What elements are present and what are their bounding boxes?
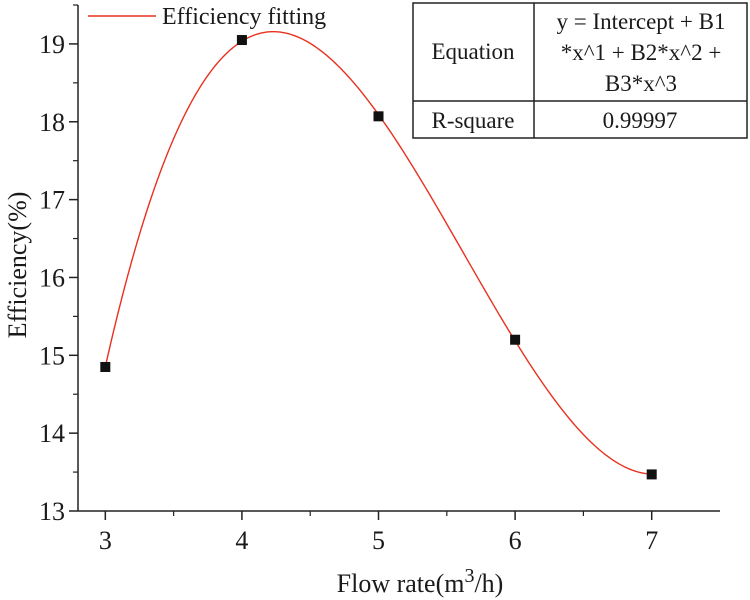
x-tick-label: 3 [99,526,112,555]
equation-line-3: B3*x^3 [605,71,677,96]
tick-marks [69,4,653,520]
y-tick-label: 18 [39,108,65,137]
equation-line-2: *x^1 + B2*x^2 + [561,40,722,65]
legend-label: Efficiency fitting [162,4,326,30]
y-tick-label: 14 [39,419,65,448]
data-point [510,334,521,345]
data-points [100,35,657,480]
y-tick-label: 15 [39,341,65,370]
x-axis-title: Flow rate(m3/h) [337,565,504,598]
y-tick-label: 19 [39,30,65,59]
fit-table: Equation y = Intercept + B1 *x^1 + B2*x^… [412,2,748,139]
data-point [373,111,384,122]
data-point [236,35,247,46]
y-tick-label: 17 [39,186,65,215]
y-axis-title: Efficiency(%) [3,192,32,339]
equation-line-1: y = Intercept + B1 [556,9,725,34]
rsquare-value: 0.99997 [603,108,678,133]
x-tick-label: 4 [235,526,248,555]
equation-label: Equation [431,39,515,64]
x-tick-label: 5 [372,526,385,555]
x-tick-label: 6 [509,526,522,555]
legend: Efficiency fitting [88,4,326,30]
rsquare-label: R-square [431,108,514,133]
fit-table-border [412,2,748,139]
data-point [646,469,657,480]
y-tick-label: 16 [39,263,65,292]
y-tick-label: 13 [39,497,65,526]
data-point [100,361,111,372]
x-tick-label: 7 [645,526,658,555]
axes: 3 4 5 6 7 13 14 15 16 17 18 19 [39,5,720,555]
